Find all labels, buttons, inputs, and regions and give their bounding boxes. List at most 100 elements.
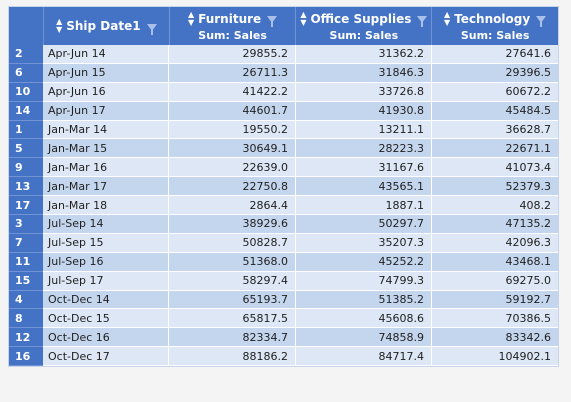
cell-furniture-sales[interactable]: 2864.4 [169,196,296,216]
cell-office-supplies-sales[interactable]: 31167.6 [296,158,432,178]
cell-technology-sales[interactable]: 83342.6 [432,328,558,348]
cell-office-supplies-sales[interactable]: 28223.3 [296,139,432,159]
cell-office-supplies-sales[interactable]: 84717.4 [296,347,432,367]
table-row[interactable]: 14 Apr-Jun 17 44601.7 41930.8 45484.5 [9,101,558,121]
cell-technology-sales[interactable]: 59192.7 [432,291,558,310]
cell-technology-sales[interactable]: 52379.3 [432,177,558,197]
cell-technology-sales[interactable]: 69275.0 [432,272,558,291]
cell-furniture-sales[interactable]: 65817.5 [169,309,296,329]
cell-furniture-sales[interactable]: 88186.2 [169,347,296,367]
cell-technology-sales[interactable]: 42096.3 [432,234,558,253]
row-number[interactable]: 14 [9,101,43,121]
row-number[interactable]: 17 [9,196,43,216]
cell-ship-date[interactable]: Oct-Dec 16 [43,328,169,348]
cell-office-supplies-sales[interactable]: 13211.1 [296,120,432,140]
column-header-office-supplies[interactable]: ▲ ▼ Office Supplies Sum: Sales [296,7,433,45]
cell-ship-date[interactable]: Jan-Mar 17 [43,177,169,197]
table-row[interactable]: 4 Oct-Dec 14 65193.7 51385.2 59192.7 [9,290,558,310]
cell-furniture-sales[interactable]: 19550.2 [169,120,296,140]
column-header-technology[interactable]: ▲ ▼ Technology Sum: Sales [432,7,558,45]
filter-icon[interactable] [146,23,157,35]
cell-furniture-sales[interactable]: 58297.4 [169,271,296,291]
row-number[interactable]: 2 [9,45,43,64]
cell-ship-date[interactable]: Oct-Dec 17 [43,347,169,367]
table-row[interactable]: 8 Oct-Dec 15 65817.5 45608.6 70386.5 [9,309,558,329]
cell-office-supplies-sales[interactable]: 35207.3 [296,233,432,253]
cell-ship-date[interactable]: Jan-Mar 15 [43,139,169,159]
cell-office-supplies-sales[interactable]: 33726.8 [296,82,432,102]
cell-office-supplies-sales[interactable]: 45252.2 [296,252,432,272]
cell-furniture-sales[interactable]: 22639.0 [169,158,296,178]
cell-office-supplies-sales[interactable]: 74858.9 [296,328,432,348]
cell-ship-date[interactable]: Apr-Jun 16 [43,82,169,102]
sort-icon[interactable]: ▲ ▼ [444,9,451,27]
cell-technology-sales[interactable]: 408.2 [432,196,558,216]
table-row[interactable]: 16 Oct-Dec 17 88186.2 84717.4 104902.1 [9,347,558,367]
cell-furniture-sales[interactable]: 30649.1 [169,139,296,159]
row-number[interactable]: 6 [9,63,43,83]
row-number[interactable]: 15 [9,271,43,291]
table-row[interactable]: 1 Jan-Mar 14 19550.2 13211.1 36628.7 [9,120,558,140]
table-row[interactable]: 5 Jan-Mar 15 30649.1 28223.3 22671.1 [9,139,558,159]
cell-office-supplies-sales[interactable]: 31362.2 [296,45,432,64]
table-row[interactable]: 13 Jan-Mar 17 22750.8 43565.1 52379.3 [9,177,558,197]
cell-technology-sales[interactable]: 36628.7 [432,121,558,140]
filter-icon[interactable] [267,16,278,27]
cell-office-supplies-sales[interactable]: 74799.3 [296,271,432,291]
cell-office-supplies-sales[interactable]: 45608.6 [296,309,432,329]
cell-furniture-sales[interactable]: 38929.6 [169,215,296,234]
cell-technology-sales[interactable]: 70386.5 [432,309,558,329]
row-number[interactable]: 3 [9,215,43,234]
row-number[interactable]: 1 [9,120,43,140]
cell-office-supplies-sales[interactable]: 41930.8 [296,101,432,121]
cell-ship-date[interactable]: Apr-Jun 15 [43,63,169,83]
cell-furniture-sales[interactable]: 50828.7 [169,233,296,253]
cell-ship-date[interactable]: Apr-Jun 17 [43,101,169,121]
cell-furniture-sales[interactable]: 82334.7 [169,328,296,348]
row-number[interactable]: 11 [9,252,43,272]
cell-furniture-sales[interactable]: 41422.2 [169,82,296,102]
cell-technology-sales[interactable]: 60672.2 [432,83,558,102]
cell-ship-date[interactable]: Oct-Dec 14 [43,290,169,310]
cell-technology-sales[interactable]: 104902.1 [432,347,558,367]
cell-ship-date[interactable]: Jan-Mar 14 [43,120,169,140]
table-row[interactable]: 17 Jan-Mar 18 2864.4 1887.1 408.2 [9,196,558,216]
filter-icon[interactable] [536,16,547,27]
row-number[interactable]: 16 [9,347,43,367]
cell-ship-date[interactable]: Jan-Mar 18 [43,196,169,216]
row-number[interactable]: 13 [9,177,43,197]
cell-ship-date[interactable]: Jul-Sep 16 [43,252,169,272]
cell-ship-date[interactable]: Jul-Sep 14 [43,215,169,234]
cell-office-supplies-sales[interactable]: 1887.1 [296,196,432,216]
cell-technology-sales[interactable]: 22671.1 [432,139,558,159]
cell-technology-sales[interactable]: 29396.5 [432,64,558,83]
row-number[interactable]: 12 [9,328,43,348]
table-row[interactable]: 7 Jul-Sep 15 50828.7 35207.3 42096.3 [9,233,558,253]
sort-icon[interactable]: ▲ ▼ [56,17,63,34]
row-number[interactable]: 8 [9,309,43,329]
cell-technology-sales[interactable]: 27641.6 [432,45,558,64]
cell-furniture-sales[interactable]: 65193.7 [169,290,296,310]
column-header-furniture[interactable]: ▲ ▼ Furniture Sum: Sales [170,7,297,45]
sort-icon[interactable]: ▲ ▼ [300,9,307,27]
cell-technology-sales[interactable]: 41073.4 [432,158,558,178]
row-number[interactable]: 10 [9,82,43,102]
cell-ship-date[interactable]: Jan-Mar 16 [43,158,169,178]
table-row[interactable]: 9 Jan-Mar 16 22639.0 31167.6 41073.4 [9,158,558,178]
cell-office-supplies-sales[interactable]: 43565.1 [296,177,432,197]
table-row[interactable]: 10 Apr-Jun 16 41422.2 33726.8 60672.2 [9,82,558,102]
cell-technology-sales[interactable]: 47135.2 [432,215,558,234]
column-header-ship-date[interactable]: ▲ ▼ Ship Date1 [44,7,170,45]
sort-icon[interactable]: ▲ ▼ [187,9,195,27]
table-row[interactable]: 3 Jul-Sep 14 38929.6 50297.7 47135.2 [9,215,558,234]
cell-office-supplies-sales[interactable]: 31846.3 [296,63,432,83]
row-number[interactable]: 9 [9,158,43,178]
table-row[interactable]: 12 Oct-Dec 16 82334.7 74858.9 83342.6 [9,328,558,348]
cell-furniture-sales[interactable]: 44601.7 [169,101,296,121]
cell-ship-date[interactable]: Apr-Jun 14 [43,45,169,64]
table-row[interactable]: 2 Apr-Jun 14 29855.2 31362.2 27641.6 [9,45,558,64]
row-number[interactable]: 7 [9,233,43,253]
table-row[interactable]: 6 Apr-Jun 15 26711.3 31846.3 29396.5 [9,63,558,83]
cell-technology-sales[interactable]: 45484.5 [432,102,558,121]
cell-ship-date[interactable]: Oct-Dec 15 [43,309,169,329]
